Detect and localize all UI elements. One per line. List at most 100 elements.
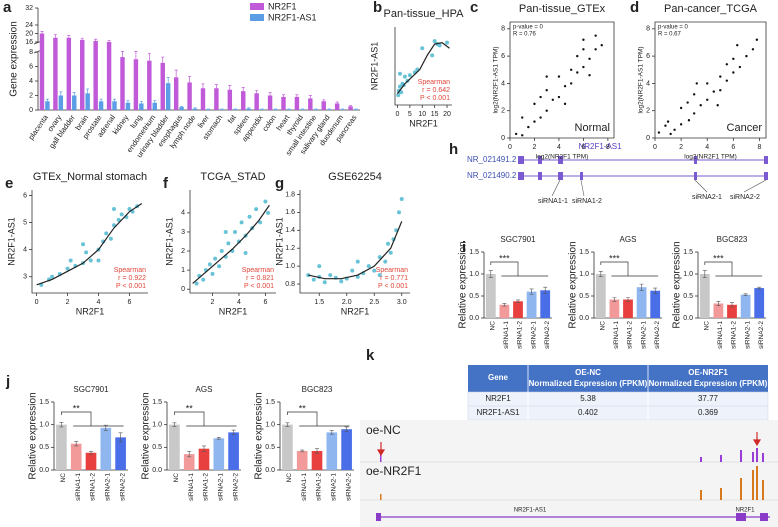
chart-title: AGS: [620, 235, 637, 244]
bar: [98, 101, 104, 110]
error-bar: [120, 51, 124, 58]
gene-label: NR2F1-AS1: [514, 508, 547, 514]
table-cell: NR2F1: [485, 394, 511, 403]
x-tick-label: siRNA2-2: [758, 321, 765, 349]
error-bar: [488, 270, 493, 278]
x-tick-label: NC: [600, 321, 607, 331]
stat-text: p-value = 0: [658, 25, 689, 31]
point: [201, 277, 206, 282]
significance: ***: [499, 253, 510, 263]
point: [377, 273, 382, 278]
point: [692, 93, 696, 96]
point: [96, 258, 101, 263]
point: [686, 101, 689, 104]
point: [679, 106, 683, 110]
point: [563, 102, 567, 106]
y-tick-label: 1.5: [579, 249, 589, 256]
x-tick-label: 5: [408, 111, 412, 118]
y-tick-label: 0.5: [152, 444, 162, 451]
y-tick-label: 1.5: [152, 399, 162, 406]
point: [108, 236, 113, 241]
table-header: Normalized Expression (FPKM): [649, 379, 768, 388]
bar: [125, 102, 131, 110]
y-axis-label: Relative expression: [28, 392, 39, 479]
panel-letter: c: [470, 0, 478, 16]
y-tick-label: 16: [25, 39, 33, 46]
tag: Cancer: [727, 122, 763, 134]
bar: [727, 304, 737, 318]
error-bar: [757, 286, 762, 290]
error-bar: [40, 31, 44, 34]
point: [88, 258, 93, 263]
error-bar: [107, 39, 111, 42]
point: [533, 102, 536, 106]
y-tick-label: 3: [23, 274, 27, 281]
x-tick-label: siRNA2-2: [119, 473, 126, 501]
point: [732, 71, 735, 74]
table-cell: 0.402: [578, 408, 599, 417]
y-axis-label: NR2F1-AS1: [369, 42, 379, 91]
table-header: OE-NR2F1: [688, 368, 728, 377]
x-tick-label: 4: [97, 299, 101, 306]
point: [383, 259, 388, 264]
y-tick-label: 1.8: [285, 191, 295, 198]
point: [695, 82, 698, 85]
y-tick-label: 1.0: [152, 422, 162, 429]
x-axis-label: log2(NR2F1 TPM): [684, 154, 737, 161]
x-tick-label: 2.0: [342, 299, 352, 306]
point: [716, 104, 719, 107]
significance: **: [186, 403, 194, 413]
point: [430, 53, 435, 58]
error-bar: [502, 303, 507, 307]
bar: [609, 299, 620, 318]
arrows: [376, 432, 762, 457]
point: [420, 46, 425, 51]
y-axis-label: NR2F1-AS1: [6, 217, 16, 266]
annotation: P < 0.001: [378, 283, 408, 290]
bar: [152, 102, 157, 110]
bar: [740, 294, 751, 318]
bar: [348, 106, 353, 110]
point: [679, 123, 683, 126]
x-tick-label: siRNA2-1: [218, 473, 225, 501]
exons: [518, 156, 768, 180]
point: [582, 48, 585, 51]
y-tick-label: 1.2: [285, 245, 295, 252]
x-tick-label: siRNA2-1: [331, 473, 338, 501]
y-tick-label: 24: [25, 22, 33, 29]
bar: [353, 109, 359, 110]
annotation: P < 0.001: [420, 95, 450, 102]
bar: [45, 101, 50, 110]
point: [263, 199, 268, 204]
sirna-label: siRNA2-2: [730, 194, 760, 201]
x-tick-label: 1.5: [314, 299, 324, 306]
y-tick-label: 4: [23, 246, 27, 253]
error-bar: [322, 99, 326, 102]
point: [666, 120, 670, 123]
bar: [321, 101, 326, 110]
chart-title: AGS: [196, 385, 213, 394]
significance-bracket: [287, 411, 350, 427]
point: [366, 264, 371, 269]
point: [545, 89, 548, 92]
bar: [70, 443, 82, 470]
y-tick-label: 0.0: [265, 467, 275, 474]
point: [712, 90, 715, 93]
point: [437, 43, 442, 48]
point: [223, 229, 228, 234]
sirna-label: siRNA1-1: [538, 198, 568, 205]
bar: [699, 274, 710, 318]
point: [397, 84, 402, 89]
error-bar: [344, 426, 349, 432]
error-bar: [188, 76, 192, 83]
table-header-bg: [468, 365, 768, 392]
error-bar: [308, 95, 312, 99]
x-tick-label: 4: [557, 144, 561, 151]
x-tick-label: siRNA1-1: [613, 321, 620, 349]
x-tick-label: 15: [431, 111, 439, 118]
error-bar: [281, 94, 285, 97]
annotation: r = 0.922: [118, 275, 146, 282]
error-bar: [89, 451, 93, 455]
y-tick-label: 0.5: [469, 293, 479, 300]
point: [407, 73, 412, 78]
